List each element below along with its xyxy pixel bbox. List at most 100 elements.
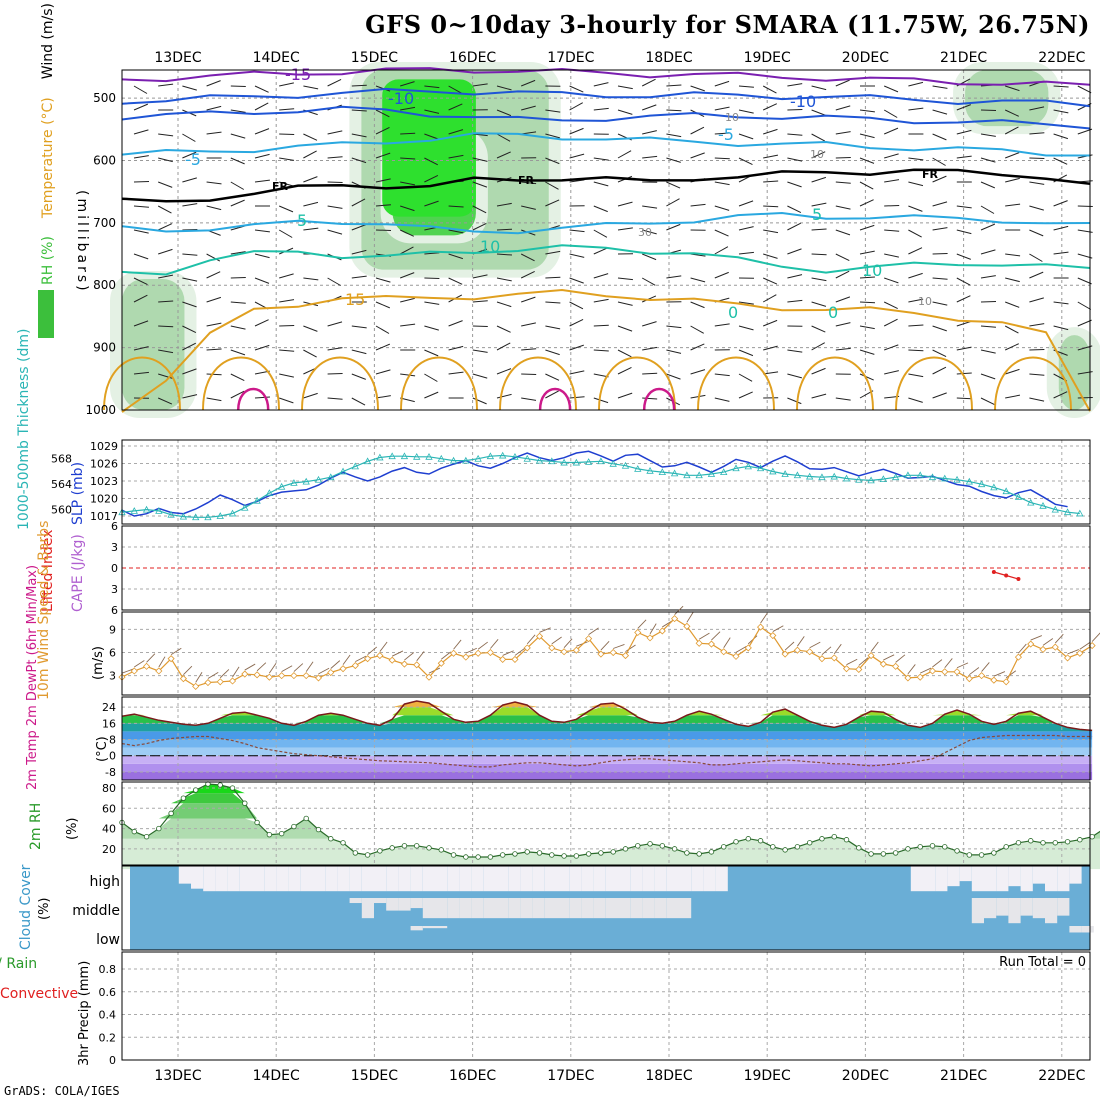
cloud-cell bbox=[715, 866, 728, 892]
wind-speed-marker bbox=[425, 673, 433, 681]
upper-air-wind-barb bbox=[980, 223, 996, 231]
surface-isotherm bbox=[103, 356, 181, 411]
upper-air-wind-barb bbox=[206, 348, 222, 351]
thickness-marker bbox=[499, 451, 507, 459]
thickness-line bbox=[121, 454, 1080, 518]
surface-wind-barb bbox=[969, 667, 980, 676]
cloud-cell bbox=[496, 898, 509, 919]
upper-air-wind-barb bbox=[738, 301, 754, 305]
upper-air-wind-barb bbox=[472, 222, 487, 231]
wind-speed-marker bbox=[671, 615, 679, 623]
upper-air-wind-barb bbox=[859, 250, 875, 255]
contour-label: FR bbox=[272, 180, 289, 193]
surface-wind-barb bbox=[932, 659, 943, 668]
upper-air-wind-barb bbox=[884, 204, 900, 207]
upper-air-wind-barb bbox=[569, 229, 585, 233]
wind-speed-marker bbox=[806, 648, 814, 656]
upper-air-wind-barb bbox=[738, 85, 754, 88]
chart-title: GFS 0~10day 3-hourly for SMARA (11.75W, … bbox=[365, 10, 1090, 39]
upper-air-wind-barb bbox=[182, 133, 196, 142]
upper-air-wind-barb bbox=[496, 202, 512, 207]
wind-speed-marker bbox=[241, 670, 249, 678]
upper-air-wind-barb bbox=[666, 109, 682, 112]
upper-air-wind-barb bbox=[714, 397, 730, 402]
wind-speed-marker bbox=[400, 660, 409, 668]
isotherm-line bbox=[121, 244, 1091, 276]
surface-isotherm bbox=[499, 356, 577, 411]
upper-air-wind-barb bbox=[787, 157, 803, 162]
upper-air-wind-barb bbox=[303, 392, 318, 399]
upper-air-wind-barb bbox=[303, 176, 318, 183]
upper-air-wind-barb bbox=[303, 85, 319, 90]
upper-air-wind-barb bbox=[399, 246, 414, 255]
rh2m-marker bbox=[978, 852, 985, 858]
upper-air-wind-barb bbox=[787, 133, 803, 136]
upper-air-wind-barb bbox=[1005, 301, 1020, 308]
rh2m-marker bbox=[806, 840, 813, 846]
upper-air-wind-barb bbox=[593, 273, 609, 279]
temp-tick-label: 0 bbox=[109, 750, 116, 763]
upper-air-wind-barb bbox=[303, 227, 319, 231]
thickness-marker bbox=[327, 473, 335, 481]
upper-air-wind-barb bbox=[279, 157, 295, 161]
isotherm-line bbox=[121, 87, 1091, 108]
upper-air-wind-barb bbox=[448, 85, 462, 94]
contour-label: -10 bbox=[388, 89, 414, 108]
temp-line bbox=[121, 700, 1093, 732]
rh2m-tick-label: 40 bbox=[102, 823, 116, 836]
rh2m-marker bbox=[573, 853, 580, 859]
rh2m-marker bbox=[733, 839, 739, 845]
thickness-marker bbox=[204, 513, 212, 521]
upper-air-wind-barb bbox=[545, 133, 561, 139]
thickness-marker bbox=[744, 462, 752, 470]
upper-air-wind-barb bbox=[400, 106, 416, 111]
rh2m-marker bbox=[598, 850, 604, 856]
cloud-cell bbox=[520, 866, 533, 892]
cloud-cell bbox=[959, 866, 972, 882]
upper-air-wind-barb bbox=[908, 157, 924, 161]
temp-frame bbox=[121, 696, 1091, 781]
upper-air-wind-barb bbox=[811, 277, 827, 282]
surface-wind-barb bbox=[883, 654, 895, 661]
slp-thickness-panel: 1017 1020 1023 1026 1029 560 564 568 1000-500mb … bbox=[16, 329, 1090, 530]
upper-air-wind-barb bbox=[738, 373, 753, 382]
upper-air-wind-barb bbox=[569, 344, 584, 351]
x-tick-label-bottom: 14DEC bbox=[253, 1068, 300, 1084]
upper-air-wind-barb bbox=[642, 253, 657, 261]
thickness-marker bbox=[928, 473, 937, 481]
rh2m-marker bbox=[377, 848, 383, 854]
upper-air-wind-barb bbox=[133, 85, 148, 94]
upper-air-wind-barb bbox=[230, 133, 246, 139]
upper-air-wind-barb bbox=[472, 300, 488, 303]
wind-speed-marker bbox=[462, 653, 470, 661]
rh2m-marker bbox=[905, 846, 911, 852]
upper-air-wind-barb bbox=[980, 349, 996, 354]
upper-air-wind-barb bbox=[327, 397, 343, 400]
surface-wind-barb bbox=[477, 641, 488, 650]
rh2m-marker bbox=[438, 847, 444, 853]
cloud-cell bbox=[361, 898, 374, 919]
upper-air-wind-barb bbox=[254, 153, 270, 159]
rh2m-marker bbox=[782, 847, 788, 853]
surface-wind-barb bbox=[158, 656, 166, 668]
slp-tick-label: 1026 bbox=[90, 458, 118, 471]
upper-air-wind-barb bbox=[980, 325, 996, 328]
upper-air-wind-barb bbox=[327, 130, 343, 135]
surface-wind-barb bbox=[490, 639, 499, 649]
wind-speed-marker bbox=[253, 671, 261, 679]
upper-air-wind-barb bbox=[666, 349, 682, 354]
slp-ylabel: SLP (mb) bbox=[70, 462, 86, 525]
upper-air-wind-barb bbox=[980, 373, 996, 380]
upper-air-wind-barb bbox=[424, 325, 439, 331]
thickness-marker bbox=[732, 464, 740, 472]
cloud-unit: (%) bbox=[37, 898, 52, 921]
rh2m-marker bbox=[843, 837, 850, 843]
upper-air-wind-barb bbox=[182, 394, 198, 399]
cloud-cell bbox=[935, 866, 948, 892]
x-tick-label-top: 16DEC bbox=[449, 50, 496, 66]
cloud-cell bbox=[435, 898, 448, 919]
upper-air-wind-barb bbox=[545, 157, 560, 165]
rh2m-marker bbox=[242, 800, 248, 806]
upper-air-wind-barb bbox=[666, 133, 682, 138]
cloud-cell bbox=[374, 866, 387, 892]
